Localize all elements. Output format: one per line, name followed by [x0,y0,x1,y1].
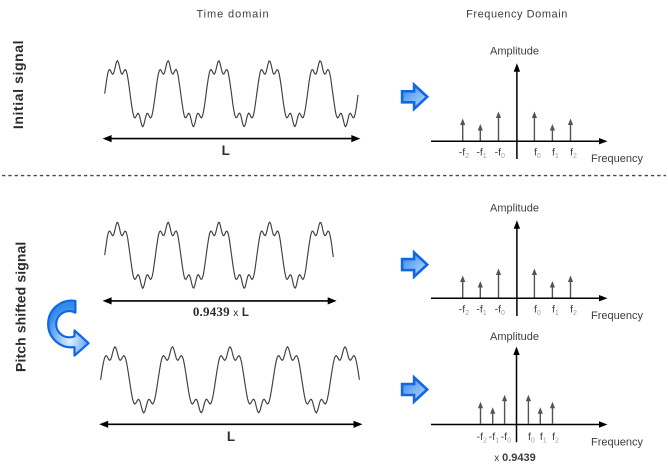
svg-text:-f: -f [459,303,465,315]
svg-text:-f: -f [489,431,495,443]
svg-text:1: 1 [483,310,487,317]
svg-text:x 0.9439: x 0.9439 [494,452,535,464]
svg-text:f: f [534,146,537,158]
svg-text:f: f [540,431,543,443]
svg-text:2: 2 [573,153,577,160]
svg-text:1: 1 [483,153,487,160]
svg-text:0: 0 [537,153,541,160]
svg-text:0: 0 [531,438,535,445]
svg-text:0: 0 [507,438,511,445]
svg-text:0: 0 [501,153,505,160]
svg-text:1: 1 [555,153,559,160]
svg-text:Frequency Domain: Frequency Domain [466,9,568,21]
svg-text:2: 2 [483,438,487,445]
svg-text:0: 0 [501,310,505,317]
svg-text:f: f [528,431,531,443]
svg-text:Amplitude: Amplitude [490,202,539,214]
svg-text:Frequency: Frequency [591,310,643,322]
svg-text:0: 0 [537,310,541,317]
svg-text:L: L [227,429,235,444]
svg-text:-f: -f [495,146,501,158]
svg-text:2: 2 [573,310,577,317]
svg-text:Amplitude: Amplitude [490,331,539,343]
svg-text:-f: -f [495,303,501,315]
svg-text:2: 2 [465,310,469,317]
svg-text:Time domain: Time domain [196,9,269,21]
svg-text:f: f [570,303,573,315]
svg-text:f: f [570,146,573,158]
svg-text:1: 1 [495,438,499,445]
svg-text:f: f [534,303,537,315]
svg-text:2: 2 [555,438,559,445]
svg-text:-f: -f [476,146,482,158]
svg-text:-f: -f [501,431,507,443]
svg-text:1: 1 [555,310,559,317]
svg-text:f: f [552,303,555,315]
svg-text:Frequency: Frequency [591,436,643,448]
svg-text:L: L [222,143,230,158]
svg-text:-f: -f [459,146,465,158]
svg-text:Pitch shifted signal: Pitch shifted signal [13,242,29,372]
svg-text:-f: -f [476,303,482,315]
svg-text:2: 2 [465,153,469,160]
svg-text:Frequency: Frequency [591,153,643,165]
svg-text:f: f [552,146,555,158]
svg-text:Initial signal: Initial signal [10,40,26,129]
svg-text:-f: -f [477,431,483,443]
svg-text:1: 1 [543,438,547,445]
svg-text:0.9439 x L: 0.9439 x L [193,304,249,319]
svg-text:f: f [552,431,555,443]
svg-text:Amplitude: Amplitude [490,45,539,57]
